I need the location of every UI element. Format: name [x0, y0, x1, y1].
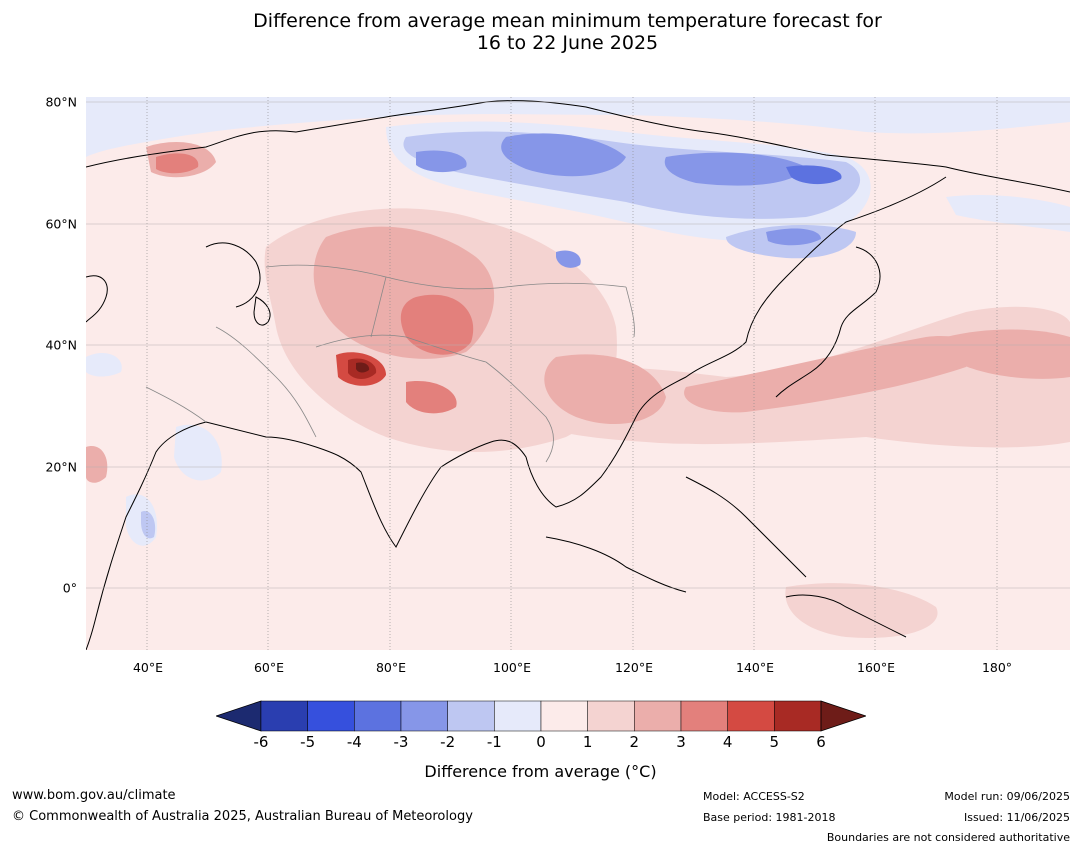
colorbar-segment [587, 700, 635, 732]
graticule [86, 97, 1070, 650]
colorbar-arrow-high [820, 700, 866, 732]
colorbar-arrow-low [216, 700, 262, 732]
colorbar-tick-label: -3 [393, 733, 409, 751]
lon-label-40e: 40°E [132, 660, 164, 675]
lon-label-120e: 120°E [614, 660, 654, 675]
colorbar-segment [494, 700, 542, 732]
colorbar-tick-label: -5 [300, 733, 316, 751]
map-title: Difference from average mean minimum tem… [0, 10, 1081, 54]
colorbar-segment [680, 700, 728, 732]
colorbar-segment [447, 700, 495, 732]
country-borders [145, 264, 635, 463]
colorbar-tick-label: -6 [253, 733, 269, 751]
title-line-2: 16 to 22 June 2025 [476, 32, 659, 54]
colorbar-segment [727, 700, 775, 732]
colorbar-tick-label: 5 [769, 733, 780, 751]
lon-label-60e: 60°E [253, 660, 285, 675]
temperature-anomaly-map [86, 97, 1070, 650]
lat-label-20n: 20°N [45, 459, 77, 475]
colorbar-tick-label: -1 [486, 733, 502, 751]
meridians [146, 97, 998, 650]
colorbar-segment [307, 700, 355, 732]
lon-label-180: 180° [981, 660, 1013, 675]
colorbar-segment [540, 700, 588, 732]
colorbar-tick-label: 2 [629, 733, 640, 751]
colorbar-tick-label: -2 [440, 733, 456, 751]
colorbar [216, 700, 866, 732]
lon-label-140e: 140°E [735, 660, 775, 675]
base-period-info: Base period: 1981-2018 [703, 811, 836, 824]
website-link[interactable]: www.bom.gov.au/climate [12, 788, 176, 803]
model-run-info: Model run: 09/06/2025 [944, 790, 1070, 803]
model-info: Model: ACCESS-S2 [703, 790, 805, 803]
lat-label-40n: 40°N [45, 337, 77, 353]
colorbar-segment [774, 700, 822, 732]
lon-label-160e: 160°E [856, 660, 896, 675]
colorbar-segment [400, 700, 448, 732]
copyright-text: © Commonwealth of Australia 2025, Austra… [12, 809, 473, 824]
cool-anomaly-regions [86, 97, 1070, 546]
lat-label-60n: 60°N [45, 216, 77, 232]
colorbar-tick-label: 4 [722, 733, 733, 751]
colorbar-tick-label: 0 [536, 733, 546, 751]
colorbar-tick-label: 6 [816, 733, 826, 751]
warm-anomaly-regions [86, 142, 1070, 638]
disclaimer-text: Boundaries are not considered authoritat… [826, 831, 1070, 844]
coastlines [86, 100, 1070, 650]
colorbar-tick-label: 1 [582, 733, 593, 751]
colorbar-tick-label: 3 [676, 733, 686, 751]
lat-label-0: 0° [62, 580, 77, 596]
colorbar-segment [354, 700, 402, 732]
issued-info: Issued: 11/06/2025 [963, 811, 1070, 824]
colorbar-segment [260, 700, 308, 732]
lon-label-100e: 100°E [492, 660, 532, 675]
colorbar-segment [634, 700, 682, 732]
lon-label-80e: 80°E [375, 660, 407, 675]
title-line-1: Difference from average mean minimum tem… [253, 10, 882, 32]
lat-label-80n: 80°N [45, 94, 77, 110]
colorbar-label: Difference from average (°C) [424, 762, 657, 781]
map-canvas [86, 97, 1070, 650]
colorbar-tick-label: -4 [346, 733, 362, 751]
parallels [86, 101, 1070, 589]
